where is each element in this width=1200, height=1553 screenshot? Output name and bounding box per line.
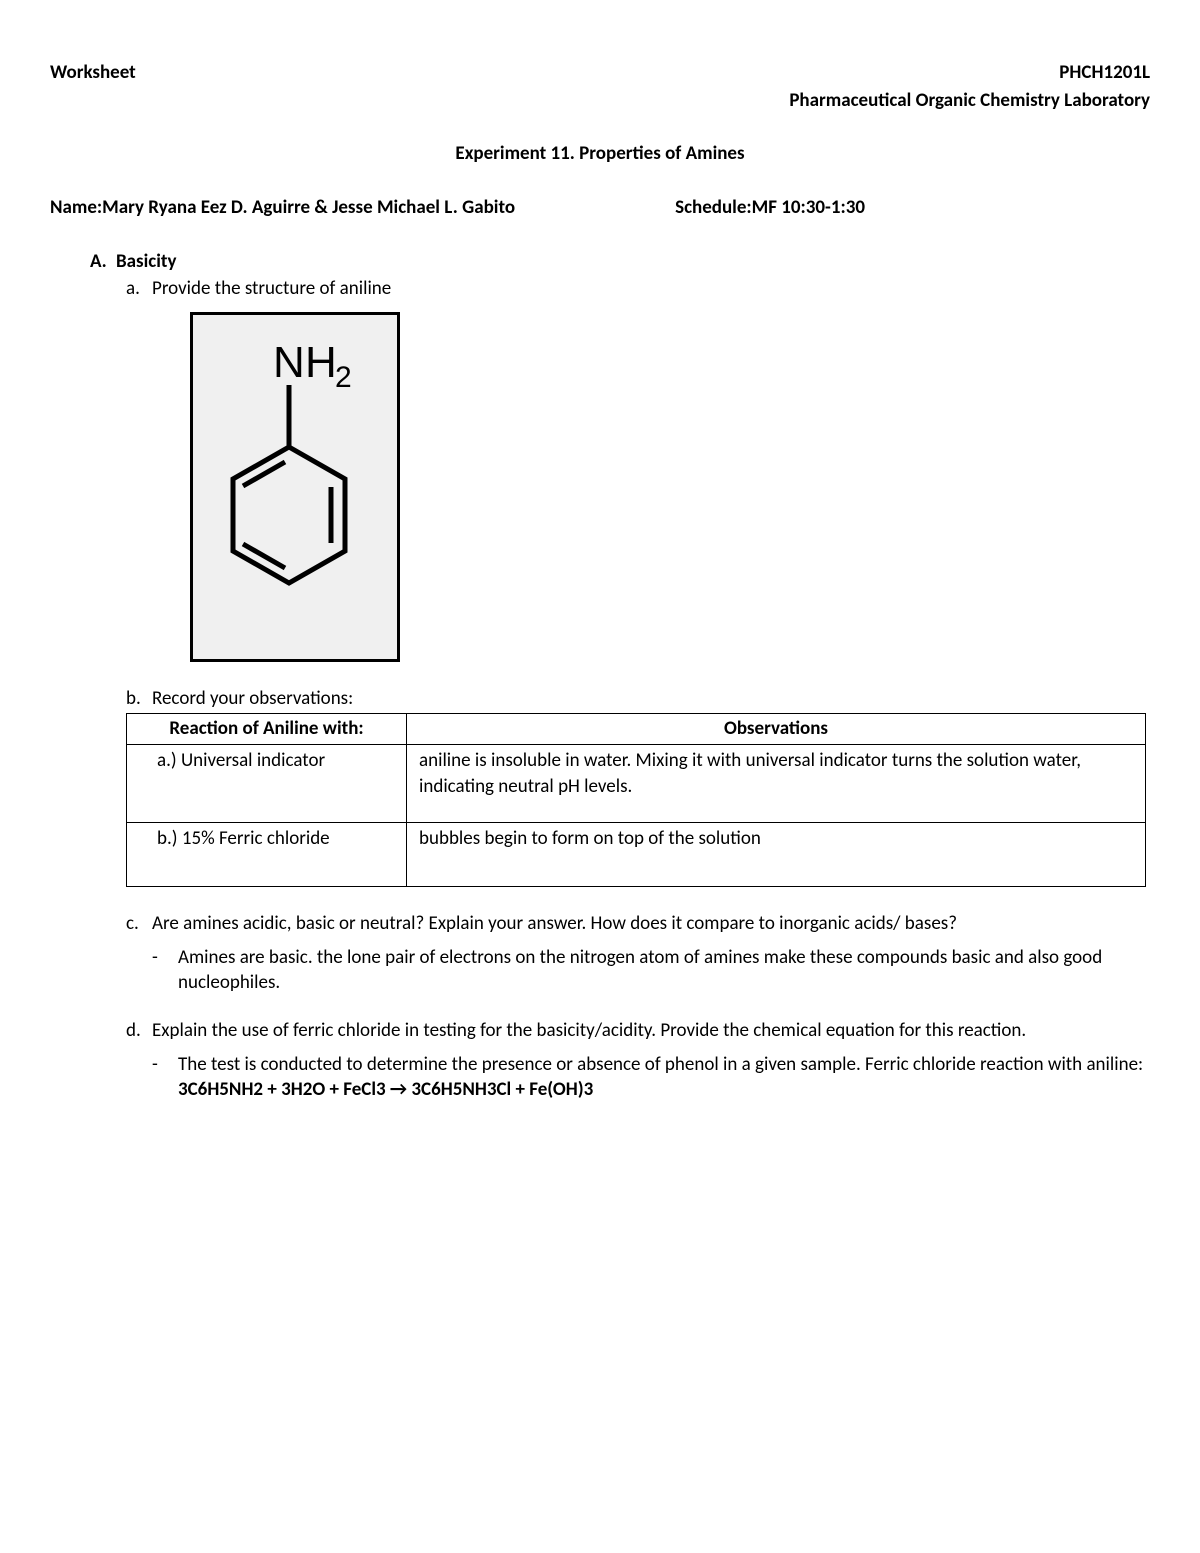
item-letter: d. — [126, 1018, 152, 1044]
svg-text:2: 2 — [335, 361, 352, 394]
item-text: Provide the structure of aniline — [152, 276, 1150, 302]
section-title: Basicity — [116, 250, 176, 273]
table-row: b.) 15% Ferric chloride bubbles begin to… — [127, 823, 1146, 887]
schedule-label: Schedule: — [675, 195, 752, 221]
schedule-value: MF 10:30-1:30 — [752, 195, 865, 221]
course-title: Pharmaceutical Organic Chemistry Laborat… — [50, 88, 1150, 114]
name-label: Name: — [50, 195, 102, 221]
answer-text: Amines are basic. the lone pair of elect… — [178, 945, 1150, 996]
bullet-dash: - — [152, 945, 178, 996]
aniline-structure: N H 2 — [190, 312, 400, 662]
item-letter: a. — [126, 276, 152, 302]
table-row: a.) Universal indicator aniline is insol… — [127, 745, 1146, 823]
header-left: Worksheet — [50, 60, 136, 86]
table-cell: a.) Universal indicator — [127, 745, 407, 823]
svg-text:N: N — [273, 338, 305, 387]
section-letter: A. — [90, 249, 116, 275]
chemical-equation: 3C6H5NH2 + 3H2O + FeCl3 → 3C6H5NH3Cl + F… — [178, 1078, 593, 1101]
item-letter: b. — [126, 686, 152, 712]
experiment-title: Experiment 11. Properties of Amines — [50, 141, 1150, 167]
question-text: Are amines acidic, basic or neutral? Exp… — [152, 911, 1150, 937]
svg-text:H: H — [305, 338, 337, 387]
aniline-svg: N H 2 — [205, 327, 385, 647]
table-header: Reaction of Aniline with: — [127, 714, 407, 745]
table-cell: b.) 15% Ferric chloride — [127, 823, 407, 887]
bullet-dash: - — [152, 1052, 178, 1103]
name-value: Mary Ryana Eez D. Aguirre & Jesse Michae… — [102, 195, 515, 221]
table-header: Observations — [407, 714, 1146, 745]
table-cell: bubbles begin to form on top of the solu… — [407, 823, 1146, 887]
course-code: PHCH1201L — [1059, 60, 1150, 86]
observations-table: Reaction of Aniline with: Observations a… — [126, 713, 1146, 887]
question-text: Explain the use of ferric chloride in te… — [152, 1018, 1150, 1044]
table-cell: aniline is insoluble in water. Mixing it… — [407, 745, 1146, 823]
answer-text: The test is conducted to determine the p… — [178, 1052, 1150, 1103]
item-letter: c. — [126, 911, 152, 937]
item-text: Record your observations: — [152, 686, 1150, 712]
